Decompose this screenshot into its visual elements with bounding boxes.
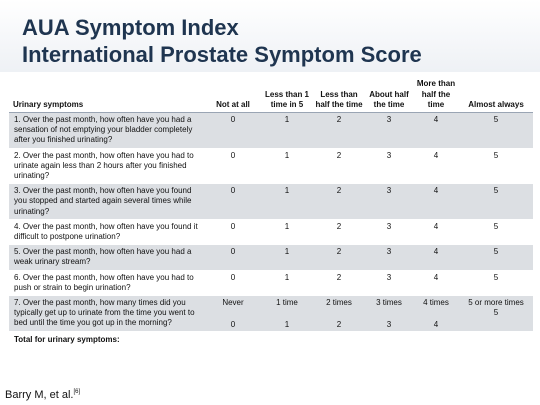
score-cell: 0 (205, 183, 261, 220)
slide-title: AUA Symptom Index (22, 15, 239, 40)
score-cell: 4 (413, 112, 459, 149)
score-cell: 2 (313, 219, 365, 246)
score-cell: 2 (313, 244, 365, 271)
frequency-label: 4 times (423, 298, 449, 308)
symptom-score-table: Urinary symptoms Not at all Less than 1 … (9, 76, 533, 347)
title-area: AUA Symptom Index International Prostate… (0, 0, 540, 72)
score-cell: 2 (313, 270, 365, 297)
score-cell: 1 time 1 (261, 295, 313, 331)
question-cell: 2. Over the past month, how often have y… (9, 148, 205, 185)
frequency-label: 3 times (376, 298, 402, 308)
score-cell: 1 (261, 244, 313, 271)
score-cell: 3 (365, 112, 413, 149)
column-header: Less than 1 time in 5 (261, 76, 313, 113)
score-cell: Never 0 (205, 295, 261, 331)
question-cell: 4. Over the past month, how often have y… (9, 219, 205, 246)
score-value: 5 (493, 308, 499, 318)
question-cell: 3. Over the past month, how often have y… (9, 183, 205, 220)
score-cell: 5 (459, 148, 533, 185)
score-cell: 3 (365, 244, 413, 271)
score-cell: 2 times 2 (313, 295, 365, 331)
score-value: 0 (230, 320, 236, 330)
score-cell: 3 times 3 (365, 295, 413, 331)
score-cell: 5 (459, 219, 533, 246)
total-label: Total for urinary symptoms: (14, 334, 120, 344)
question-cell: 7. Over the past month, how many times d… (9, 295, 205, 331)
question-cell: 1. Over the past month, how often have y… (9, 112, 205, 149)
score-value: 2 (336, 320, 342, 330)
slide-subtitle: International Prostate Symptom Score (22, 42, 422, 67)
table-row: 1. Over the past month, how often have y… (9, 112, 533, 149)
score-cell: 5 (459, 112, 533, 149)
score-value: 4 (433, 320, 439, 330)
score-cell: 1 (261, 112, 313, 149)
score-cell: 3 (365, 270, 413, 297)
score-cell: 5 (459, 270, 533, 297)
citation-reference: [6] (73, 389, 81, 395)
question-cell: 6. Over the past month, how often have y… (9, 270, 205, 297)
header-row: Urinary symptoms Not at all Less than 1 … (9, 76, 533, 113)
frequency-label: 1 time (276, 298, 298, 308)
score-cell: 0 (205, 219, 261, 246)
score-cell: 0 (205, 112, 261, 149)
score-cell: 4 (413, 183, 459, 220)
table-row: 4. Over the past month, how often have y… (9, 219, 533, 246)
score-cell: 5 or more times 5 (459, 295, 533, 331)
score-value: 3 (386, 320, 392, 330)
score-cell: 3 (365, 148, 413, 185)
score-cell: 4 times 4 (413, 295, 459, 331)
score-cell: 0 (205, 270, 261, 297)
column-header: About half the time (365, 76, 413, 113)
score-cell: 2 (313, 148, 365, 185)
column-header: Urinary symptoms (9, 76, 205, 113)
column-header: Almost always (459, 76, 533, 113)
score-cell: 3 (365, 219, 413, 246)
score-cell: 1 (261, 183, 313, 220)
citation-text: Barry M, et al. (5, 389, 74, 401)
score-cell: 4 (413, 219, 459, 246)
score-cell: 4 (413, 270, 459, 297)
column-header: Less than half the time (313, 76, 365, 113)
score-cell: 5 (459, 183, 533, 220)
frequency-label: 5 or more times (468, 298, 524, 308)
table-row: 5. Over the past month, how often have y… (9, 244, 533, 271)
column-header: More than half the time (413, 76, 459, 113)
score-cell: 1 (261, 270, 313, 297)
column-header: Not at all (205, 76, 261, 113)
score-cell: 1 (261, 219, 313, 246)
score-cell: 2 (313, 183, 365, 220)
score-value: 1 (284, 320, 290, 330)
table-row: 7. Over the past month, how many times d… (9, 295, 533, 331)
score-cell: 1 (261, 148, 313, 185)
citation: Barry M, et al.[6] (5, 389, 80, 401)
table-row: 3. Over the past month, how often have y… (9, 183, 533, 220)
question-cell: 5. Over the past month, how often have y… (9, 244, 205, 271)
score-cell: 0 (205, 244, 261, 271)
table-row: 6. Over the past month, how often have y… (9, 270, 533, 297)
score-cell: 0 (205, 148, 261, 185)
score-cell: 2 (313, 112, 365, 149)
score-cell: 5 (459, 244, 533, 271)
total-row: Total for urinary symptoms: (9, 331, 533, 347)
frequency-label: Never (222, 298, 244, 308)
frequency-label: 2 times (326, 298, 352, 308)
score-cell: 3 (365, 183, 413, 220)
table-row: 2. Over the past month, how often have y… (9, 148, 533, 185)
score-cell: 4 (413, 244, 459, 271)
score-cell: 4 (413, 148, 459, 185)
